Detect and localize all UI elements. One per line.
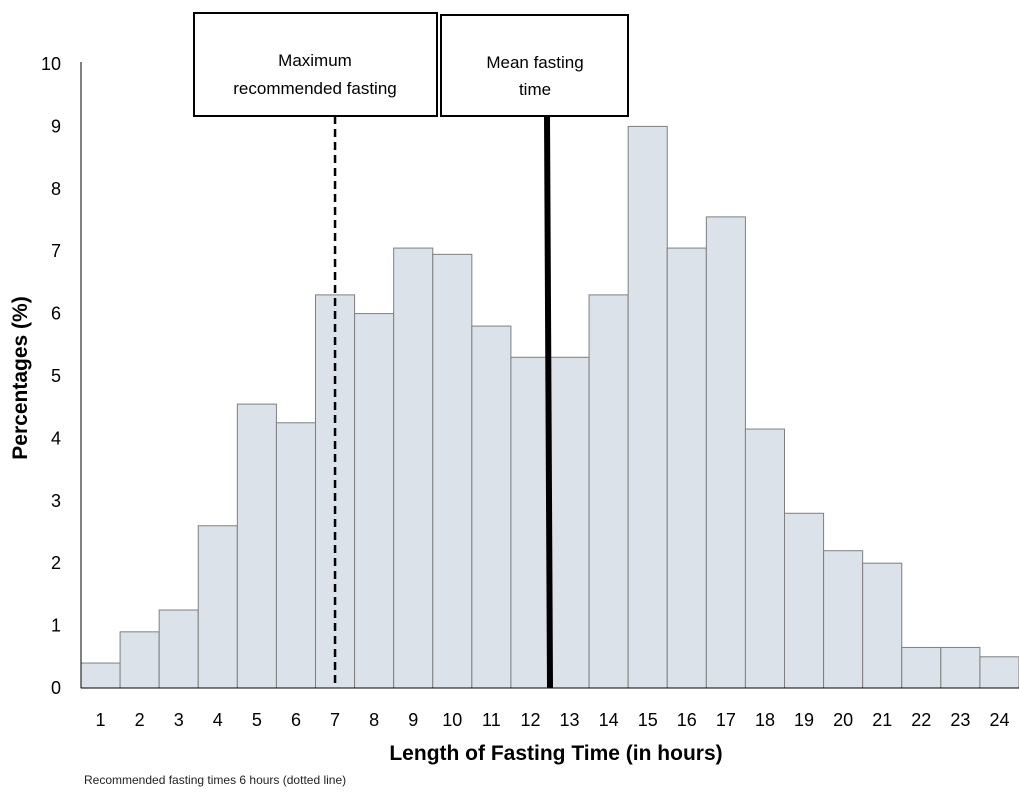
- x-tick-5: 5: [252, 710, 262, 730]
- mean-fasting-label-line-2: time: [519, 80, 551, 99]
- x-tick-10: 10: [442, 710, 462, 730]
- x-tick-21: 21: [872, 710, 892, 730]
- y-tick-8: 8: [51, 179, 61, 199]
- max-fasting-label-line-1: Maximum: [278, 51, 352, 70]
- bar-12: [510, 356, 551, 689]
- bar-16: [666, 247, 707, 689]
- x-tick-9: 9: [408, 710, 418, 730]
- bar-17: [705, 216, 746, 689]
- x-tick-14: 14: [599, 710, 619, 730]
- mean-fasting-annotation-box: Mean fasting time: [440, 14, 629, 117]
- x-tick-17: 17: [716, 710, 736, 730]
- x-tick-15: 15: [638, 710, 658, 730]
- y-tick-labels: 0 1 2 3 4 5 6 7 8 9 10: [41, 54, 61, 698]
- bar-15: [627, 125, 668, 689]
- bar-24: [979, 656, 1019, 689]
- figure-caption: Recommended fasting times 6 hours (dotte…: [84, 773, 347, 787]
- y-tick-10: 10: [41, 54, 61, 74]
- bar-20: [823, 550, 864, 689]
- bar-5: [236, 403, 277, 689]
- x-tick-18: 18: [755, 710, 775, 730]
- bar-13: [549, 356, 590, 689]
- x-tick-20: 20: [833, 710, 853, 730]
- reference-lines: [333, 115, 553, 689]
- y-tick-3: 3: [51, 491, 61, 511]
- bar-8: [354, 313, 395, 689]
- y-axis-title: Percentages (%): [9, 296, 32, 459]
- mean-fasting-solid-line: [544, 115, 553, 689]
- bar-23: [940, 646, 981, 689]
- bars-group: [80, 125, 1019, 689]
- max-fasting-annotation-box: Maximum recommended fasting: [193, 12, 438, 117]
- x-tick-23: 23: [950, 710, 970, 730]
- x-tick-19: 19: [794, 710, 814, 730]
- bar-3: [158, 609, 199, 689]
- bar-14: [588, 294, 629, 689]
- y-tick-6: 6: [51, 304, 61, 324]
- x-axis-title: Length of Fasting Time (in hours): [389, 742, 722, 765]
- bar-11: [471, 325, 512, 689]
- x-tick-3: 3: [174, 710, 184, 730]
- y-tick-2: 2: [51, 553, 61, 573]
- bar-4: [197, 525, 238, 689]
- x-tick-labels: 1 2 3 4 5 6 7 8 9 10 11 12 13 14 15 16 17 18 19 20 21 22 23 24: [96, 710, 1010, 730]
- x-tick-7: 7: [330, 710, 340, 730]
- axes-group: [80, 62, 1019, 689]
- y-tick-5: 5: [51, 366, 61, 386]
- x-tick-13: 13: [560, 710, 580, 730]
- bar-22: [901, 646, 942, 689]
- x-tick-24: 24: [989, 710, 1009, 730]
- bar-21: [862, 562, 903, 689]
- bar-10: [432, 253, 473, 689]
- y-tick-4: 4: [51, 428, 61, 448]
- bar-19: [784, 512, 825, 689]
- y-tick-1: 1: [51, 616, 61, 636]
- y-tick-9: 9: [51, 116, 61, 136]
- bar-2: [119, 631, 160, 689]
- x-tick-1: 1: [96, 710, 106, 730]
- x-tick-6: 6: [291, 710, 301, 730]
- x-tick-16: 16: [677, 710, 697, 730]
- bar-9: [393, 247, 434, 689]
- bar-18: [744, 428, 786, 689]
- y-tick-0: 0: [51, 678, 61, 698]
- x-tick-8: 8: [369, 710, 379, 730]
- x-tick-4: 4: [213, 710, 223, 730]
- x-tick-12: 12: [520, 710, 540, 730]
- x-tick-2: 2: [135, 710, 145, 730]
- bar-6: [275, 422, 316, 689]
- max-fasting-label-line-2: recommended fasting: [233, 79, 396, 98]
- y-tick-7: 7: [51, 241, 61, 261]
- x-tick-22: 22: [911, 710, 931, 730]
- bar-1: [80, 662, 121, 689]
- x-tick-11: 11: [482, 710, 501, 730]
- mean-fasting-label-line-1: Mean fasting: [486, 53, 583, 72]
